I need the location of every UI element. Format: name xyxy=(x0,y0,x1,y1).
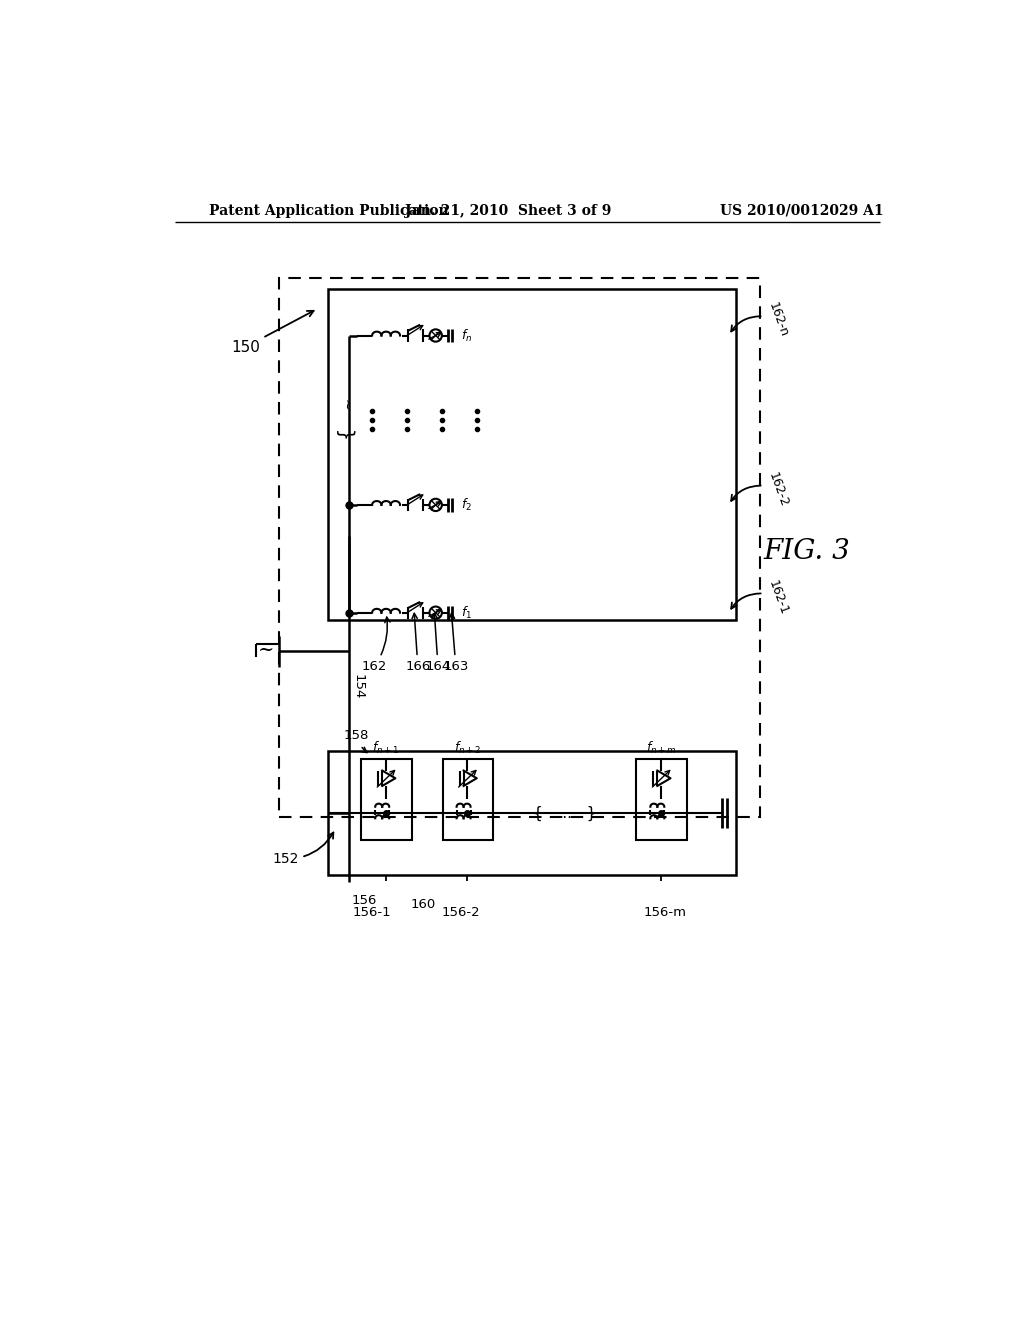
Text: $f_n$: $f_n$ xyxy=(461,327,473,343)
Text: $f_{n+2}$: $f_{n+2}$ xyxy=(454,739,481,755)
Bar xyxy=(280,277,760,817)
Text: FIG. 3: FIG. 3 xyxy=(764,537,850,565)
Text: ~: ~ xyxy=(258,640,274,659)
Text: 158: 158 xyxy=(344,730,370,752)
Text: Patent Application Publication: Patent Application Publication xyxy=(209,203,449,218)
Text: 156-1: 156-1 xyxy=(353,906,391,919)
Text: 163: 163 xyxy=(443,614,469,673)
Text: 160: 160 xyxy=(411,898,436,911)
Text: 150: 150 xyxy=(230,310,313,355)
Bar xyxy=(442,759,493,840)
Text: US 2010/0012029 A1: US 2010/0012029 A1 xyxy=(721,203,884,218)
Text: $f_{n+1}$: $f_{n+1}$ xyxy=(373,739,399,755)
Text: ~: ~ xyxy=(338,399,352,411)
Text: 156-2: 156-2 xyxy=(442,906,480,919)
Text: 162-n: 162-n xyxy=(766,301,791,339)
Text: 162: 162 xyxy=(361,618,390,673)
Bar xyxy=(636,759,687,840)
Text: 154: 154 xyxy=(351,675,365,700)
Text: 162-2: 162-2 xyxy=(766,470,791,508)
Text: {   ...   }: { ... } xyxy=(532,805,596,821)
Text: 164: 164 xyxy=(425,614,451,673)
Text: 156-m: 156-m xyxy=(643,906,686,919)
Bar xyxy=(361,759,412,840)
Text: $f_1$: $f_1$ xyxy=(461,605,472,620)
Text: 166: 166 xyxy=(406,614,430,673)
Text: 152: 152 xyxy=(272,833,334,866)
Bar xyxy=(328,289,736,620)
Text: Jan. 21, 2010  Sheet 3 of 9: Jan. 21, 2010 Sheet 3 of 9 xyxy=(404,203,611,218)
Bar xyxy=(328,751,736,875)
Text: $f_{n+m}$: $f_{n+m}$ xyxy=(646,739,677,755)
Text: $f_2$: $f_2$ xyxy=(461,496,472,513)
Text: 162-1: 162-1 xyxy=(766,578,791,616)
Text: 156: 156 xyxy=(351,894,377,907)
Text: {: { xyxy=(336,425,354,438)
